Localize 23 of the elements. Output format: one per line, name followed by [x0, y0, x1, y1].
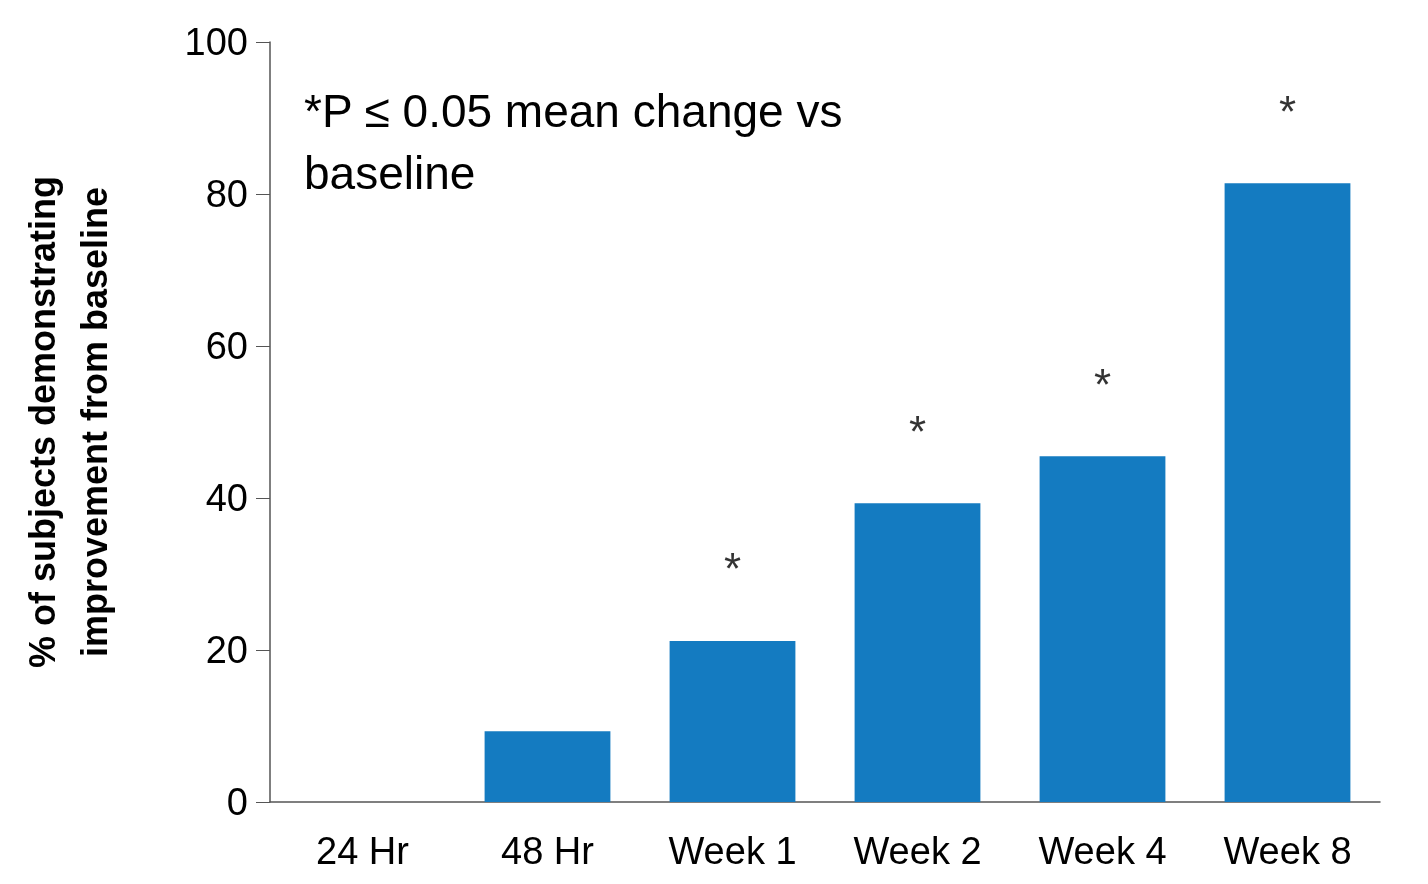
- x-tick-label: Week 4: [1038, 830, 1167, 872]
- bar: [669, 640, 796, 802]
- annotation: *: [1278, 86, 1297, 136]
- bar: [1039, 456, 1166, 802]
- x-tick-label: Week 1: [668, 830, 797, 872]
- bar: [484, 731, 611, 802]
- y-tick-label: 20: [205, 629, 248, 671]
- annotation: *: [908, 406, 927, 456]
- annotation: *P ≤ 0.05 mean change vs baseline: [304, 85, 856, 199]
- y-tick-label: 40: [205, 477, 248, 519]
- y-tick-label: 100: [184, 21, 248, 63]
- y-axis-title: % of subjects demonstrating improvement from baseline: [21, 175, 115, 669]
- annotation: *: [723, 544, 742, 594]
- x-tick-label: 48 Hr: [501, 830, 595, 872]
- y-tick-label: 80: [205, 173, 248, 215]
- bar: [1224, 183, 1351, 802]
- x-tick-label: Week 2: [853, 830, 982, 872]
- annotation: *: [1093, 359, 1112, 409]
- bar: [854, 503, 981, 802]
- x-tick-label: 24 Hr: [316, 830, 410, 872]
- y-tick-label: 0: [226, 781, 248, 823]
- x-tick-label: Week 8: [1223, 830, 1352, 872]
- y-tick-label: 60: [205, 325, 248, 367]
